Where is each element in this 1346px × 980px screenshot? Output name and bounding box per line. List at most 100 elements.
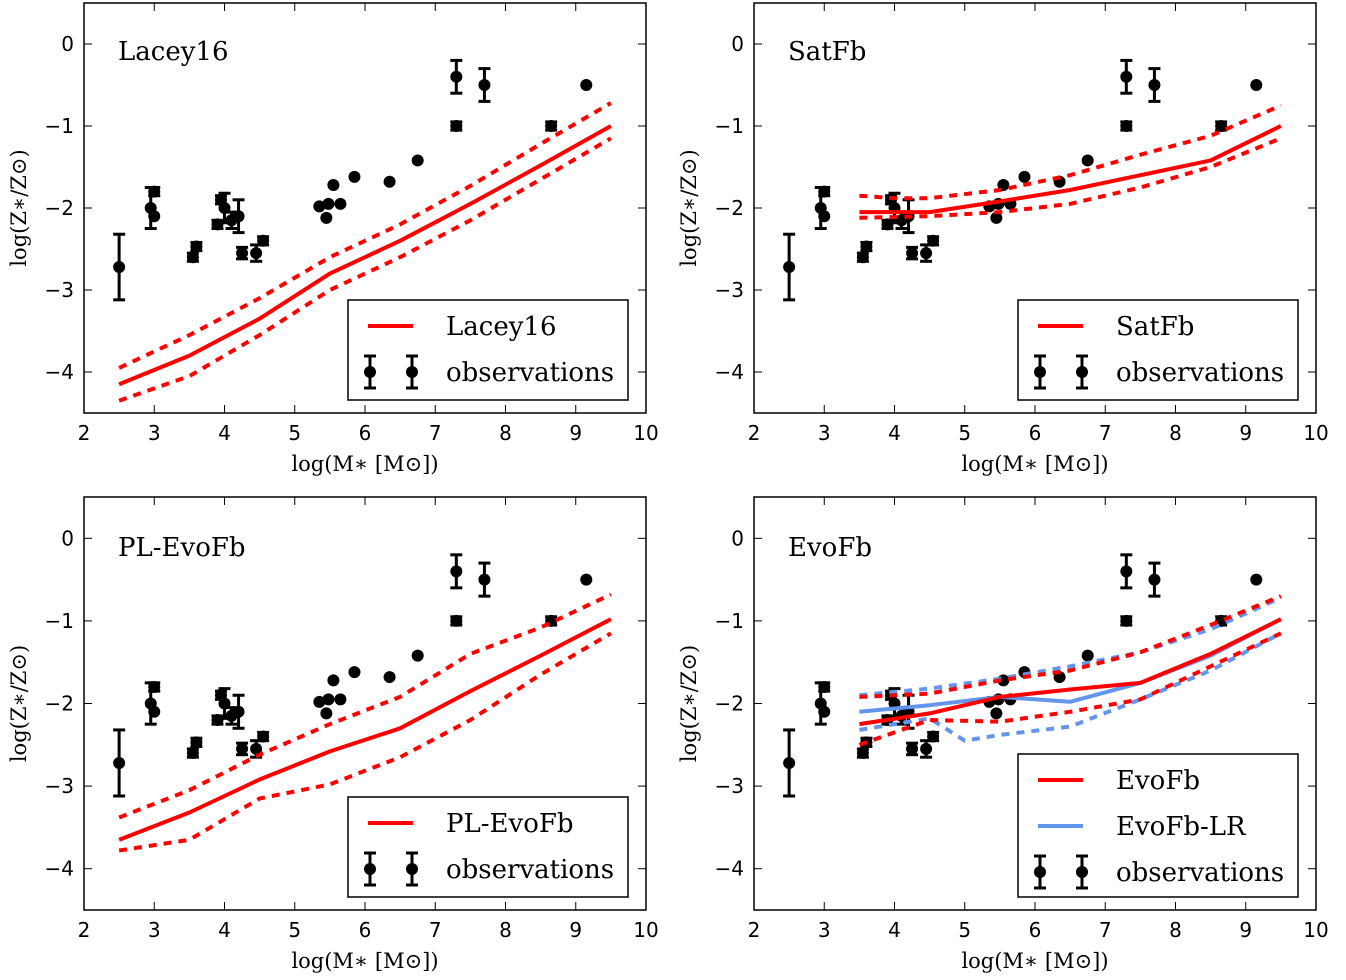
observation-point (580, 573, 593, 586)
panel-title: Lacey16 (118, 37, 229, 67)
observation-point (1148, 573, 1161, 586)
observation-point (411, 154, 424, 167)
panel-lacey16: 2 3 4 5 6 7 8 9 10 0 −1 −2 −3 −4 log(M∗ [M⊙]) log(Z∗/Z⊙… (7, 2, 659, 476)
observation-point (1081, 649, 1094, 662)
y-tick-label: −4 (45, 857, 74, 881)
observation-point (450, 120, 463, 132)
x-tick-label: 2 (748, 421, 761, 445)
plot-area (783, 58, 1282, 302)
legend-label: observations (1116, 358, 1284, 388)
y-tick-label: −4 (45, 360, 74, 384)
evofb-line (859, 617, 1282, 727)
observation-point (783, 261, 796, 274)
observation-point (186, 251, 199, 264)
observation-point (411, 649, 424, 662)
legend-box (347, 299, 629, 401)
y-tick-label: −2 (45, 692, 74, 716)
x-tick-label: 3 (818, 421, 831, 445)
x-tick-label: 6 (1029, 421, 1042, 445)
legend-marker (364, 863, 376, 875)
x-tick-label: 8 (499, 421, 512, 445)
observation-point (1250, 79, 1263, 91)
legend-marker (1034, 366, 1046, 378)
observation-point (450, 565, 463, 578)
legend-marker (406, 863, 418, 875)
x-tick-label: 5 (958, 918, 971, 942)
satfb-line (859, 124, 1282, 215)
observation-point (257, 234, 270, 247)
observation-point (920, 742, 933, 755)
x-axis-label: log(M∗ [M⊙]) (961, 949, 1108, 973)
panel-pl-evofb: 2 3 4 5 6 7 8 9 10 0 −1 −2 −3 −4 log(M∗ [M⊙]) log(Z∗/Z⊙… (7, 496, 659, 973)
x-tick-label: 2 (78, 421, 91, 445)
x-tick-label: 8 (1169, 918, 1182, 942)
x-tick-label: 10 (633, 918, 658, 942)
x-tick-label: 7 (1099, 421, 1112, 445)
legend: EvoFb EvoFb-LR observations (1017, 753, 1299, 898)
observation-point (1250, 573, 1263, 586)
legend-label: observations (446, 358, 614, 388)
legend-label: observations (1116, 858, 1284, 888)
x-tick-label: 4 (888, 421, 901, 445)
observation-point (348, 170, 361, 183)
observation-point (818, 185, 831, 198)
y-tick-label: 0 (61, 526, 74, 550)
envelope-line (859, 594, 1282, 699)
legend: PL-EvoFb observations (347, 796, 629, 898)
legend: SatFb observations (1017, 299, 1299, 401)
observation-point (113, 756, 126, 769)
observation-point (1081, 154, 1094, 167)
observation-point (322, 197, 335, 210)
observation-point (232, 705, 245, 718)
y-tick-label: −1 (715, 114, 744, 138)
observation-point (320, 707, 333, 720)
y-tick-label: −3 (45, 774, 74, 798)
x-tick-label: 3 (818, 918, 831, 942)
panel-title: SatFb (788, 37, 866, 67)
observation-point (236, 247, 249, 260)
legend-label: SatFb (1116, 312, 1194, 342)
x-tick-label: 2 (748, 918, 761, 942)
x-tick-label: 7 (429, 918, 442, 942)
observation-point (881, 218, 894, 231)
x-tick-label: 10 (1303, 421, 1328, 445)
x-tick-label: 8 (1169, 421, 1182, 445)
observation-point (1148, 79, 1161, 91)
envelope-line (118, 631, 612, 853)
panel-title: EvoFb (788, 533, 872, 563)
observation-point (818, 680, 831, 693)
legend-label: EvoFb-LR (1116, 812, 1247, 842)
envelope-line (859, 103, 1282, 201)
y-tick-label: −2 (45, 196, 74, 220)
x-tick-label: 6 (1029, 918, 1042, 942)
observation-point (1120, 614, 1133, 627)
y-tick-label: −2 (715, 692, 744, 716)
observation-point (148, 185, 161, 198)
y-tick-label: −1 (45, 114, 74, 138)
observation-point (920, 247, 933, 260)
x-tick-label: 10 (1303, 918, 1328, 942)
y-tick-label: 0 (731, 32, 744, 56)
observation-point (320, 211, 333, 224)
envelope-line (118, 101, 612, 370)
legend-marker (1076, 866, 1088, 878)
observation-point (334, 197, 347, 210)
y-tick-label: −1 (45, 609, 74, 633)
observation-point (211, 714, 224, 727)
observation-point (990, 707, 1003, 720)
observation-point (1120, 120, 1133, 132)
y-tick-label: −4 (715, 857, 744, 881)
observation-point (1018, 170, 1031, 183)
y-axis-label: log(Z∗/Z⊙) (677, 645, 701, 762)
y-axis-label: log(Z∗/Z⊙) (677, 149, 701, 266)
observation-point (250, 742, 263, 755)
x-tick-label: 5 (958, 421, 971, 445)
observation-point (856, 747, 869, 760)
observation-point (313, 695, 326, 708)
x-tick-label: 9 (1239, 421, 1252, 445)
observation-point (783, 756, 796, 769)
legend-marker (1076, 366, 1088, 378)
envelope-line (859, 136, 1282, 220)
legend-marker (406, 366, 418, 378)
observation-point (818, 210, 831, 223)
